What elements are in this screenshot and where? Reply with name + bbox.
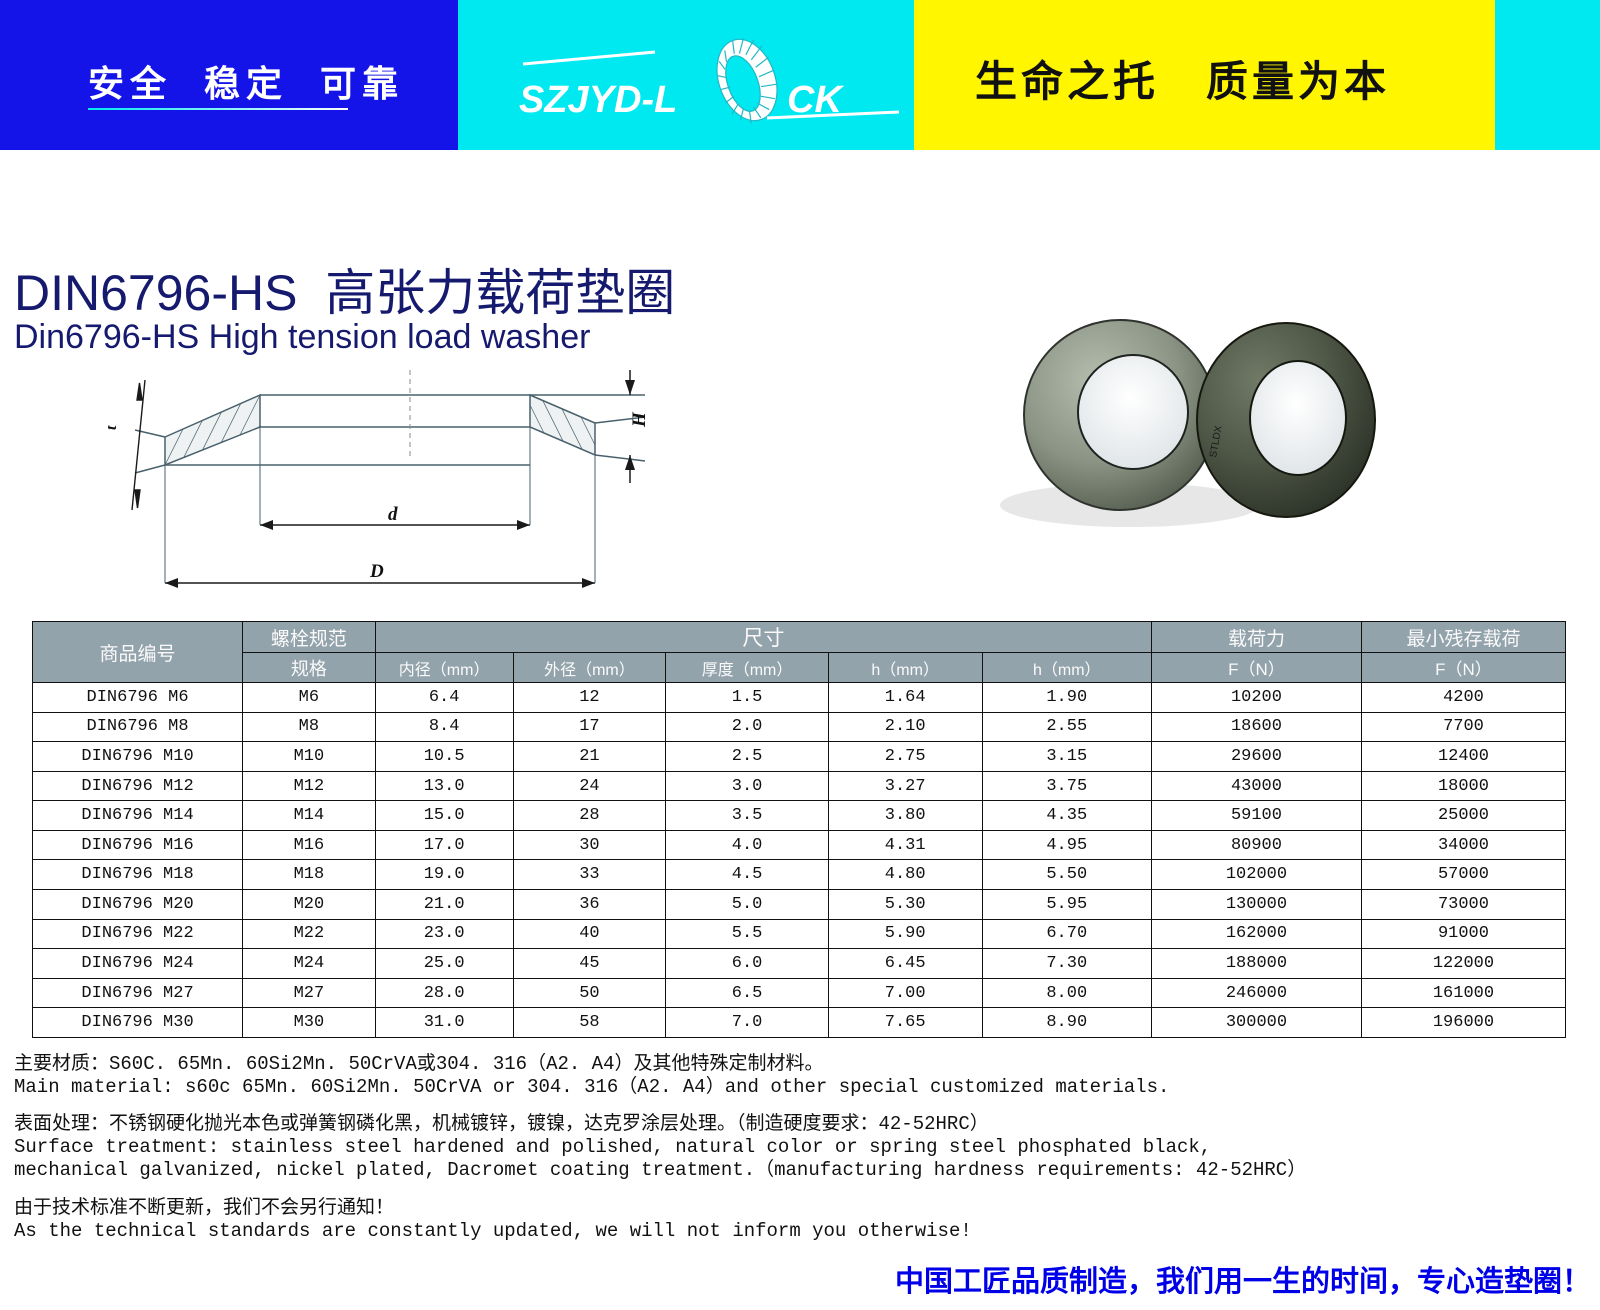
svg-text:t: t xyxy=(108,425,120,430)
svg-text:D: D xyxy=(369,561,384,582)
svg-text:H: H xyxy=(629,411,650,428)
svg-text:SZJYD-L: SZJYD-L xyxy=(519,79,677,121)
svg-text:d: d xyxy=(388,504,398,525)
